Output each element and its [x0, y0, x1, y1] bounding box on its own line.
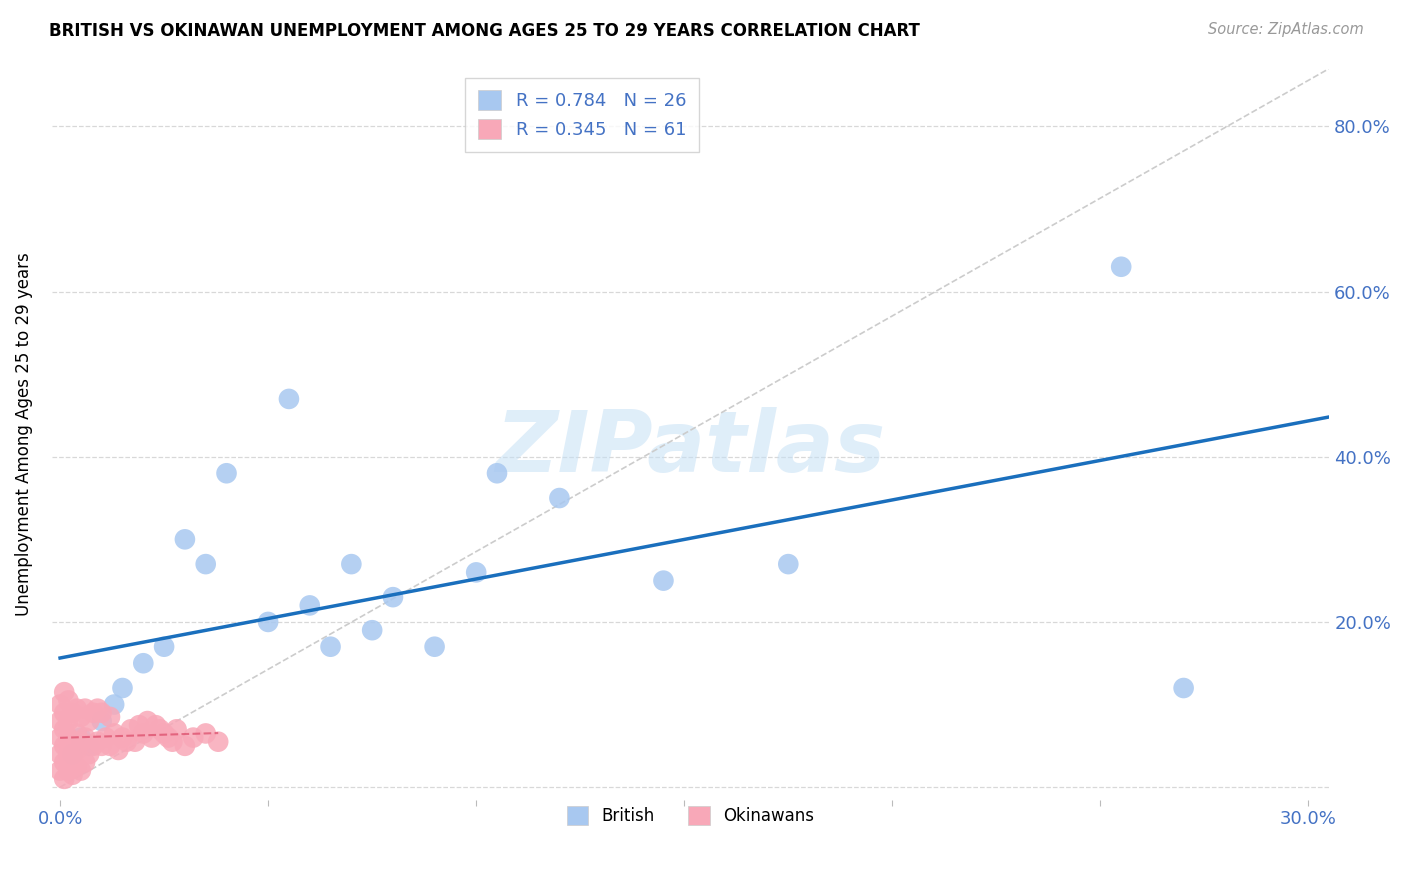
Point — [58, 731, 80, 745]
Point — [181, 731, 204, 745]
Point — [1173, 681, 1195, 695]
Point — [49, 747, 72, 761]
Point — [153, 640, 176, 654]
Point — [53, 772, 76, 786]
Point — [98, 710, 121, 724]
Point — [111, 731, 134, 745]
Text: BRITISH VS OKINAWAN UNEMPLOYMENT AMONG AGES 25 TO 29 YEARS CORRELATION CHART: BRITISH VS OKINAWAN UNEMPLOYMENT AMONG A… — [49, 22, 920, 40]
Point — [73, 701, 96, 715]
Point — [58, 693, 80, 707]
Point — [162, 735, 184, 749]
Point — [53, 756, 76, 770]
Point — [98, 739, 121, 753]
Point — [103, 698, 125, 712]
Point — [157, 731, 180, 745]
Y-axis label: Unemployment Among Ages 25 to 29 years: Unemployment Among Ages 25 to 29 years — [15, 252, 32, 615]
Point — [778, 557, 800, 571]
Point — [77, 747, 100, 761]
Point — [1109, 260, 1132, 274]
Point — [49, 764, 72, 778]
Point — [53, 723, 76, 737]
Point — [652, 574, 675, 588]
Point — [174, 739, 197, 753]
Point — [381, 590, 404, 604]
Point — [53, 706, 76, 720]
Text: ZIPatlas: ZIPatlas — [495, 407, 886, 490]
Point — [70, 735, 93, 749]
Point — [103, 726, 125, 740]
Point — [141, 731, 163, 745]
Point — [86, 701, 108, 715]
Point — [194, 726, 217, 740]
Point — [94, 731, 117, 745]
Point — [174, 533, 197, 547]
Point — [58, 714, 80, 728]
Point — [73, 731, 96, 745]
Point — [107, 743, 129, 757]
Point — [49, 731, 72, 745]
Point — [124, 735, 146, 749]
Point — [49, 714, 72, 728]
Point — [194, 557, 217, 571]
Point — [53, 739, 76, 753]
Point — [70, 710, 93, 724]
Point — [62, 751, 84, 765]
Point — [62, 706, 84, 720]
Point — [120, 723, 142, 737]
Point — [90, 706, 112, 720]
Point — [149, 723, 172, 737]
Point — [62, 735, 84, 749]
Point — [548, 491, 571, 505]
Point — [115, 735, 138, 749]
Point — [111, 681, 134, 695]
Point — [53, 685, 76, 699]
Point — [128, 718, 150, 732]
Point — [485, 467, 508, 481]
Point — [465, 566, 488, 580]
Point — [58, 747, 80, 761]
Point — [215, 467, 238, 481]
Point — [423, 640, 446, 654]
Point — [66, 743, 89, 757]
Point — [62, 747, 84, 761]
Point — [132, 657, 155, 671]
Point — [86, 735, 108, 749]
Point — [66, 726, 89, 740]
Point — [257, 615, 280, 629]
Point — [77, 739, 100, 753]
Point — [319, 640, 342, 654]
Point — [90, 739, 112, 753]
Point — [77, 714, 100, 728]
Point — [166, 723, 188, 737]
Point — [70, 764, 93, 778]
Point — [90, 714, 112, 728]
Point — [66, 701, 89, 715]
Point — [62, 768, 84, 782]
Point — [70, 731, 93, 745]
Point — [298, 599, 321, 613]
Point — [136, 714, 159, 728]
Point — [153, 726, 176, 740]
Point — [66, 759, 89, 773]
Point — [49, 698, 72, 712]
Point — [278, 392, 301, 406]
Point — [132, 726, 155, 740]
Point — [207, 735, 229, 749]
Point — [82, 739, 104, 753]
Point — [73, 756, 96, 770]
Legend: British, Okinawans: British, Okinawans — [557, 797, 824, 835]
Point — [82, 706, 104, 720]
Point — [58, 764, 80, 778]
Text: Source: ZipAtlas.com: Source: ZipAtlas.com — [1208, 22, 1364, 37]
Point — [361, 623, 384, 637]
Point — [145, 718, 167, 732]
Point — [340, 557, 363, 571]
